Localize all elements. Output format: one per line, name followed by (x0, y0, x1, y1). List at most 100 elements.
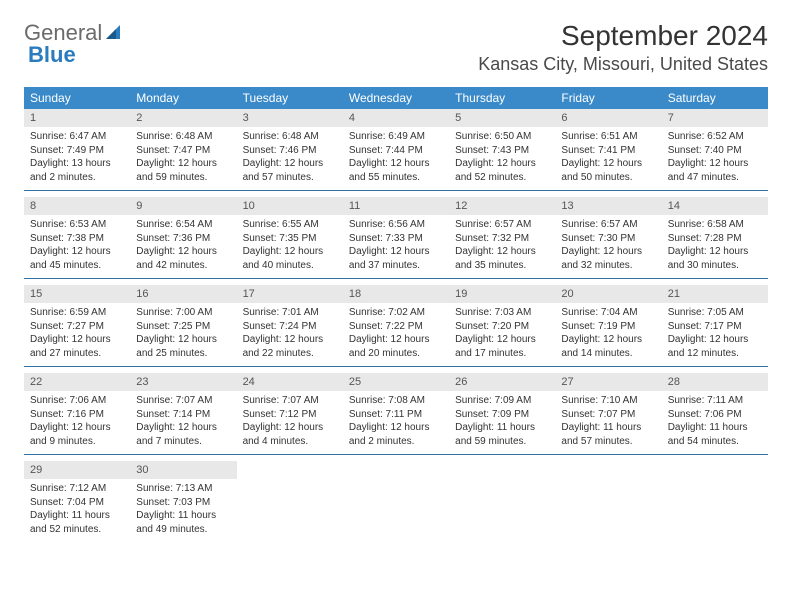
dayheader: Friday (555, 87, 661, 109)
month-title: September 2024 (478, 20, 768, 52)
day-number: 30 (130, 461, 236, 479)
day-number: 18 (343, 285, 449, 303)
sunrise-text: Sunrise: 6:58 AM (668, 218, 762, 232)
daylight-text: Daylight: 12 hours and 45 minutes. (30, 245, 124, 272)
day-text: Sunrise: 7:08 AMSunset: 7:11 PMDaylight:… (343, 391, 449, 454)
day-number: 9 (130, 197, 236, 215)
sunrise-text: Sunrise: 6:47 AM (30, 130, 124, 144)
day-number: 19 (449, 285, 555, 303)
day-number: 26 (449, 373, 555, 391)
day-text: Sunrise: 7:12 AMSunset: 7:04 PMDaylight:… (24, 479, 130, 542)
day-cell: 25Sunrise: 7:08 AMSunset: 7:11 PMDayligh… (343, 373, 449, 454)
day-number: 8 (24, 197, 130, 215)
day-cell: .. (662, 461, 768, 542)
daylight-text: Daylight: 12 hours and 22 minutes. (243, 333, 337, 360)
sunrise-text: Sunrise: 6:48 AM (136, 130, 230, 144)
logo-text-blue: Blue (28, 42, 76, 67)
sunset-text: Sunset: 7:27 PM (30, 320, 124, 334)
day-cell: 30Sunrise: 7:13 AMSunset: 7:03 PMDayligh… (130, 461, 236, 542)
day-cell: 3Sunrise: 6:48 AMSunset: 7:46 PMDaylight… (237, 109, 343, 190)
day-text: Sunrise: 6:52 AMSunset: 7:40 PMDaylight:… (662, 127, 768, 190)
daylight-text: Daylight: 12 hours and 27 minutes. (30, 333, 124, 360)
day-text: Sunrise: 6:51 AMSunset: 7:41 PMDaylight:… (555, 127, 661, 190)
day-text: Sunrise: 7:07 AMSunset: 7:12 PMDaylight:… (237, 391, 343, 454)
week-row: 8Sunrise: 6:53 AMSunset: 7:38 PMDaylight… (24, 197, 768, 279)
day-number: 24 (237, 373, 343, 391)
sunrise-text: Sunrise: 7:05 AM (668, 306, 762, 320)
day-cell: 22Sunrise: 7:06 AMSunset: 7:16 PMDayligh… (24, 373, 130, 454)
day-cell: 8Sunrise: 6:53 AMSunset: 7:38 PMDaylight… (24, 197, 130, 278)
daylight-text: Daylight: 11 hours and 54 minutes. (668, 421, 762, 448)
day-number: 2 (130, 109, 236, 127)
daylight-text: Daylight: 11 hours and 57 minutes. (561, 421, 655, 448)
sunset-text: Sunset: 7:41 PM (561, 144, 655, 158)
day-cell: 26Sunrise: 7:09 AMSunset: 7:09 PMDayligh… (449, 373, 555, 454)
day-text: Sunrise: 6:59 AMSunset: 7:27 PMDaylight:… (24, 303, 130, 366)
day-cell: 6Sunrise: 6:51 AMSunset: 7:41 PMDaylight… (555, 109, 661, 190)
dayheader: Thursday (449, 87, 555, 109)
day-cell: 21Sunrise: 7:05 AMSunset: 7:17 PMDayligh… (662, 285, 768, 366)
day-cell: 2Sunrise: 6:48 AMSunset: 7:47 PMDaylight… (130, 109, 236, 190)
daylight-text: Daylight: 12 hours and 4 minutes. (243, 421, 337, 448)
day-cell: 17Sunrise: 7:01 AMSunset: 7:24 PMDayligh… (237, 285, 343, 366)
day-number: 12 (449, 197, 555, 215)
sunset-text: Sunset: 7:49 PM (30, 144, 124, 158)
week-row: 29Sunrise: 7:12 AMSunset: 7:04 PMDayligh… (24, 461, 768, 542)
day-cell: 24Sunrise: 7:07 AMSunset: 7:12 PMDayligh… (237, 373, 343, 454)
sunset-text: Sunset: 7:06 PM (668, 408, 762, 422)
day-number: 7 (662, 109, 768, 127)
week-row: 15Sunrise: 6:59 AMSunset: 7:27 PMDayligh… (24, 285, 768, 367)
daylight-text: Daylight: 11 hours and 59 minutes. (455, 421, 549, 448)
sunset-text: Sunset: 7:20 PM (455, 320, 549, 334)
day-cell: .. (555, 461, 661, 542)
sunset-text: Sunset: 7:25 PM (136, 320, 230, 334)
sunset-text: Sunset: 7:04 PM (30, 496, 124, 510)
day-text: Sunrise: 7:09 AMSunset: 7:09 PMDaylight:… (449, 391, 555, 454)
sunrise-text: Sunrise: 7:10 AM (561, 394, 655, 408)
sunrise-text: Sunrise: 7:07 AM (243, 394, 337, 408)
day-cell: 10Sunrise: 6:55 AMSunset: 7:35 PMDayligh… (237, 197, 343, 278)
logo-sail-icon (104, 21, 124, 47)
logo-blue-text-wrap: Blue (28, 42, 76, 68)
day-cell: 5Sunrise: 6:50 AMSunset: 7:43 PMDaylight… (449, 109, 555, 190)
day-number: 6 (555, 109, 661, 127)
week-row: 22Sunrise: 7:06 AMSunset: 7:16 PMDayligh… (24, 373, 768, 455)
title-block: September 2024 Kansas City, Missouri, Un… (478, 20, 768, 75)
day-number: 22 (24, 373, 130, 391)
day-number: 16 (130, 285, 236, 303)
sunset-text: Sunset: 7:24 PM (243, 320, 337, 334)
sunset-text: Sunset: 7:28 PM (668, 232, 762, 246)
sunrise-text: Sunrise: 7:02 AM (349, 306, 443, 320)
day-cell: 19Sunrise: 7:03 AMSunset: 7:20 PMDayligh… (449, 285, 555, 366)
day-number: 25 (343, 373, 449, 391)
day-cell: 14Sunrise: 6:58 AMSunset: 7:28 PMDayligh… (662, 197, 768, 278)
sunset-text: Sunset: 7:12 PM (243, 408, 337, 422)
day-number: 4 (343, 109, 449, 127)
day-text: Sunrise: 7:11 AMSunset: 7:06 PMDaylight:… (662, 391, 768, 454)
daylight-text: Daylight: 12 hours and 32 minutes. (561, 245, 655, 272)
day-text: Sunrise: 6:48 AMSunset: 7:47 PMDaylight:… (130, 127, 236, 190)
day-number: 10 (237, 197, 343, 215)
daylight-text: Daylight: 11 hours and 52 minutes. (30, 509, 124, 536)
sunrise-text: Sunrise: 6:52 AM (668, 130, 762, 144)
calendar: Sunday Monday Tuesday Wednesday Thursday… (24, 87, 768, 542)
dayheader: Tuesday (237, 87, 343, 109)
day-text: Sunrise: 6:56 AMSunset: 7:33 PMDaylight:… (343, 215, 449, 278)
sunset-text: Sunset: 7:44 PM (349, 144, 443, 158)
sunrise-text: Sunrise: 7:03 AM (455, 306, 549, 320)
sunset-text: Sunset: 7:14 PM (136, 408, 230, 422)
sunset-text: Sunset: 7:38 PM (30, 232, 124, 246)
sunrise-text: Sunrise: 7:06 AM (30, 394, 124, 408)
day-number: 29 (24, 461, 130, 479)
daylight-text: Daylight: 12 hours and 57 minutes. (243, 157, 337, 184)
sunrise-text: Sunrise: 6:51 AM (561, 130, 655, 144)
sunrise-text: Sunrise: 7:11 AM (668, 394, 762, 408)
day-cell: 28Sunrise: 7:11 AMSunset: 7:06 PMDayligh… (662, 373, 768, 454)
day-text: Sunrise: 7:10 AMSunset: 7:07 PMDaylight:… (555, 391, 661, 454)
sunrise-text: Sunrise: 7:09 AM (455, 394, 549, 408)
daylight-text: Daylight: 12 hours and 52 minutes. (455, 157, 549, 184)
sunset-text: Sunset: 7:47 PM (136, 144, 230, 158)
dayheaders-row: Sunday Monday Tuesday Wednesday Thursday… (24, 87, 768, 109)
day-text: Sunrise: 6:50 AMSunset: 7:43 PMDaylight:… (449, 127, 555, 190)
day-text: Sunrise: 6:58 AMSunset: 7:28 PMDaylight:… (662, 215, 768, 278)
